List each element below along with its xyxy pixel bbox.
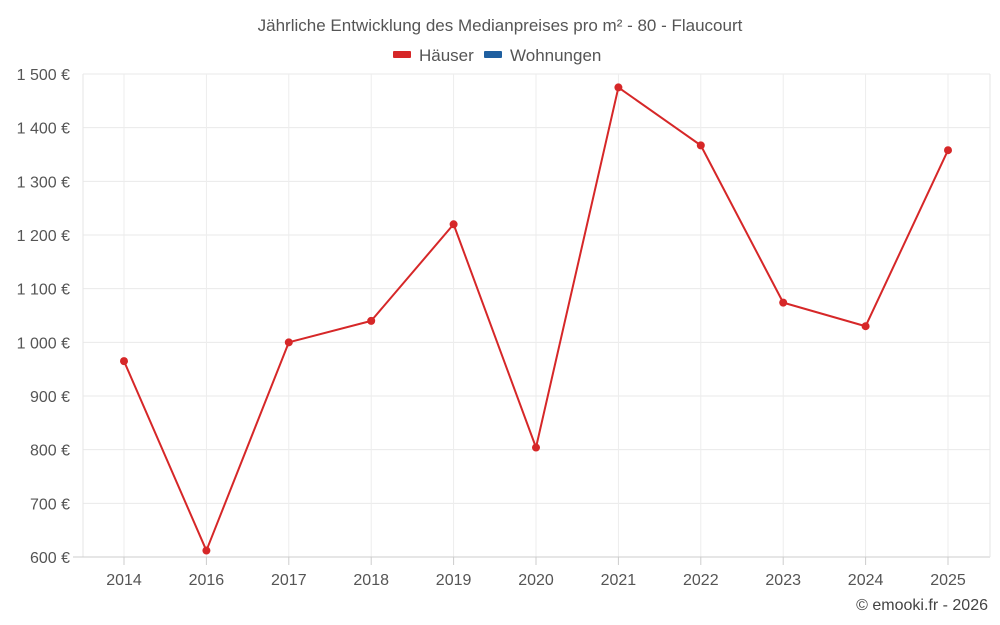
y-tick-label: 700 € — [30, 496, 70, 513]
data-point[interactable] — [861, 322, 870, 331]
y-tick-label: 1 200 € — [17, 228, 70, 245]
data-point[interactable] — [202, 546, 211, 555]
chart-title: Jährliche Entwicklung des Medianpreises … — [258, 16, 743, 35]
data-point[interactable] — [449, 220, 458, 229]
y-tick-label: 1 000 € — [17, 335, 70, 352]
legend-label-haeuser[interactable]: Häuser — [419, 46, 474, 65]
data-point[interactable] — [779, 298, 788, 307]
x-tick-label: 2025 — [930, 572, 966, 589]
y-tick-label: 1 500 € — [17, 67, 70, 84]
grid — [83, 73, 990, 557]
x-tick-label: 2021 — [601, 572, 637, 589]
data-point[interactable] — [696, 141, 705, 150]
y-axis-ticks: 600 € 700 € 800 € 900 € 1 000 € 1 100 € 1 200 … — [17, 67, 70, 567]
axes — [73, 74, 991, 558]
y-tick-label: 800 € — [30, 443, 70, 460]
y-tick-label: 1 100 € — [17, 282, 70, 299]
series — [120, 83, 952, 555]
legend: Häuser Wohnungen — [393, 46, 601, 65]
x-tick-label: 2022 — [683, 572, 719, 589]
data-point[interactable] — [532, 443, 540, 452]
x-tick-label: 2014 — [106, 572, 142, 589]
x-tick-label: 2019 — [436, 572, 472, 589]
y-tick-label: 1 400 € — [17, 121, 70, 138]
y-tick-label: 600 € — [30, 550, 70, 567]
data-point[interactable] — [120, 357, 128, 366]
data-point[interactable] — [367, 316, 376, 325]
x-tick-label: 2020 — [518, 572, 554, 589]
y-tick-label: 900 € — [30, 389, 70, 406]
x-axis-ticks: 2014 2016 2017 2018 2019 2020 2021 2022 2023 2024… — [106, 557, 966, 589]
credit-text: © emooki.fr - 2026 — [856, 597, 988, 614]
y-tick-label: 1 300 € — [17, 174, 70, 191]
x-tick-label: 2023 — [765, 572, 801, 589]
x-tick-label: 2018 — [353, 572, 389, 589]
legend-swatch-haeuser — [393, 51, 411, 58]
x-tick-label: 2016 — [189, 572, 225, 589]
x-tick-label: 2017 — [271, 572, 307, 589]
data-point[interactable] — [284, 338, 293, 347]
legend-label-wohnungen[interactable]: Wohnungen — [510, 46, 601, 65]
x-tick-label: 2024 — [848, 572, 884, 589]
data-point[interactable] — [614, 83, 623, 92]
data-point[interactable] — [944, 146, 952, 155]
legend-swatch-wohnungen — [484, 51, 502, 58]
